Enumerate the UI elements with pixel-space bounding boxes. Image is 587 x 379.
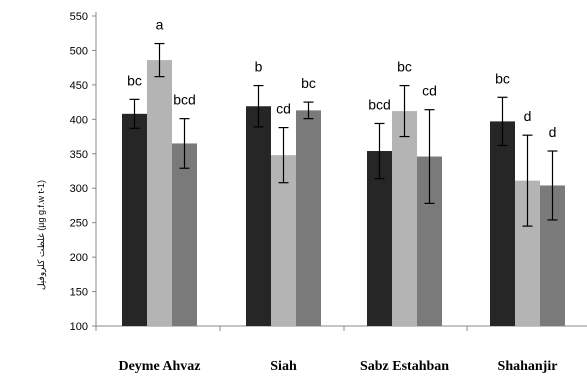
bar — [172, 143, 197, 326]
bar — [271, 155, 296, 326]
y-tick-label: 150 — [70, 287, 88, 299]
category-labels: Deyme Ahvaz Siah Sabz Estahban Shahanjir — [118, 359, 557, 374]
bar — [392, 111, 417, 326]
y-tick-label: 300 — [70, 183, 88, 195]
significance-label: bc — [495, 70, 510, 86]
y-tick-label: 350 — [70, 149, 88, 161]
y-tick-label: 450 — [70, 80, 88, 92]
significance-label: bc — [127, 72, 142, 88]
significance-label: b — [255, 59, 263, 75]
significance-label: d — [549, 124, 557, 140]
category-label: Sabz Estahban — [360, 359, 449, 374]
y-tick-label: 550 — [70, 11, 88, 23]
error-bars — [129, 42, 558, 227]
y-tick-label: 400 — [70, 114, 88, 126]
significance-label: bcd — [173, 92, 196, 108]
bar — [296, 110, 321, 326]
significance-label: cd — [276, 101, 291, 117]
y-tick-label: 250 — [70, 218, 88, 230]
bar — [246, 106, 271, 326]
significance-label: bc — [301, 75, 316, 91]
significance-label: bc — [397, 59, 412, 75]
bar — [122, 113, 147, 326]
bars — [122, 60, 565, 327]
category-label: Siah — [270, 359, 297, 374]
significance-label: a — [156, 17, 164, 33]
significance-label: d — [524, 108, 532, 124]
bar — [147, 60, 172, 326]
category-label: Shahanjir — [498, 359, 558, 374]
y-tick-label: 200 — [70, 252, 88, 264]
y-tick-label: 500 — [70, 45, 88, 57]
y-axis-label: غلظت کلروفیل (µg g.f.w t-1) — [36, 180, 47, 290]
significance-label: bcd — [368, 96, 391, 112]
bar — [490, 121, 515, 327]
category-label: Deyme Ahvaz — [118, 359, 200, 374]
y-tick-label: 100 — [70, 321, 88, 333]
bar — [367, 151, 392, 326]
significance-label: cd — [422, 83, 437, 99]
